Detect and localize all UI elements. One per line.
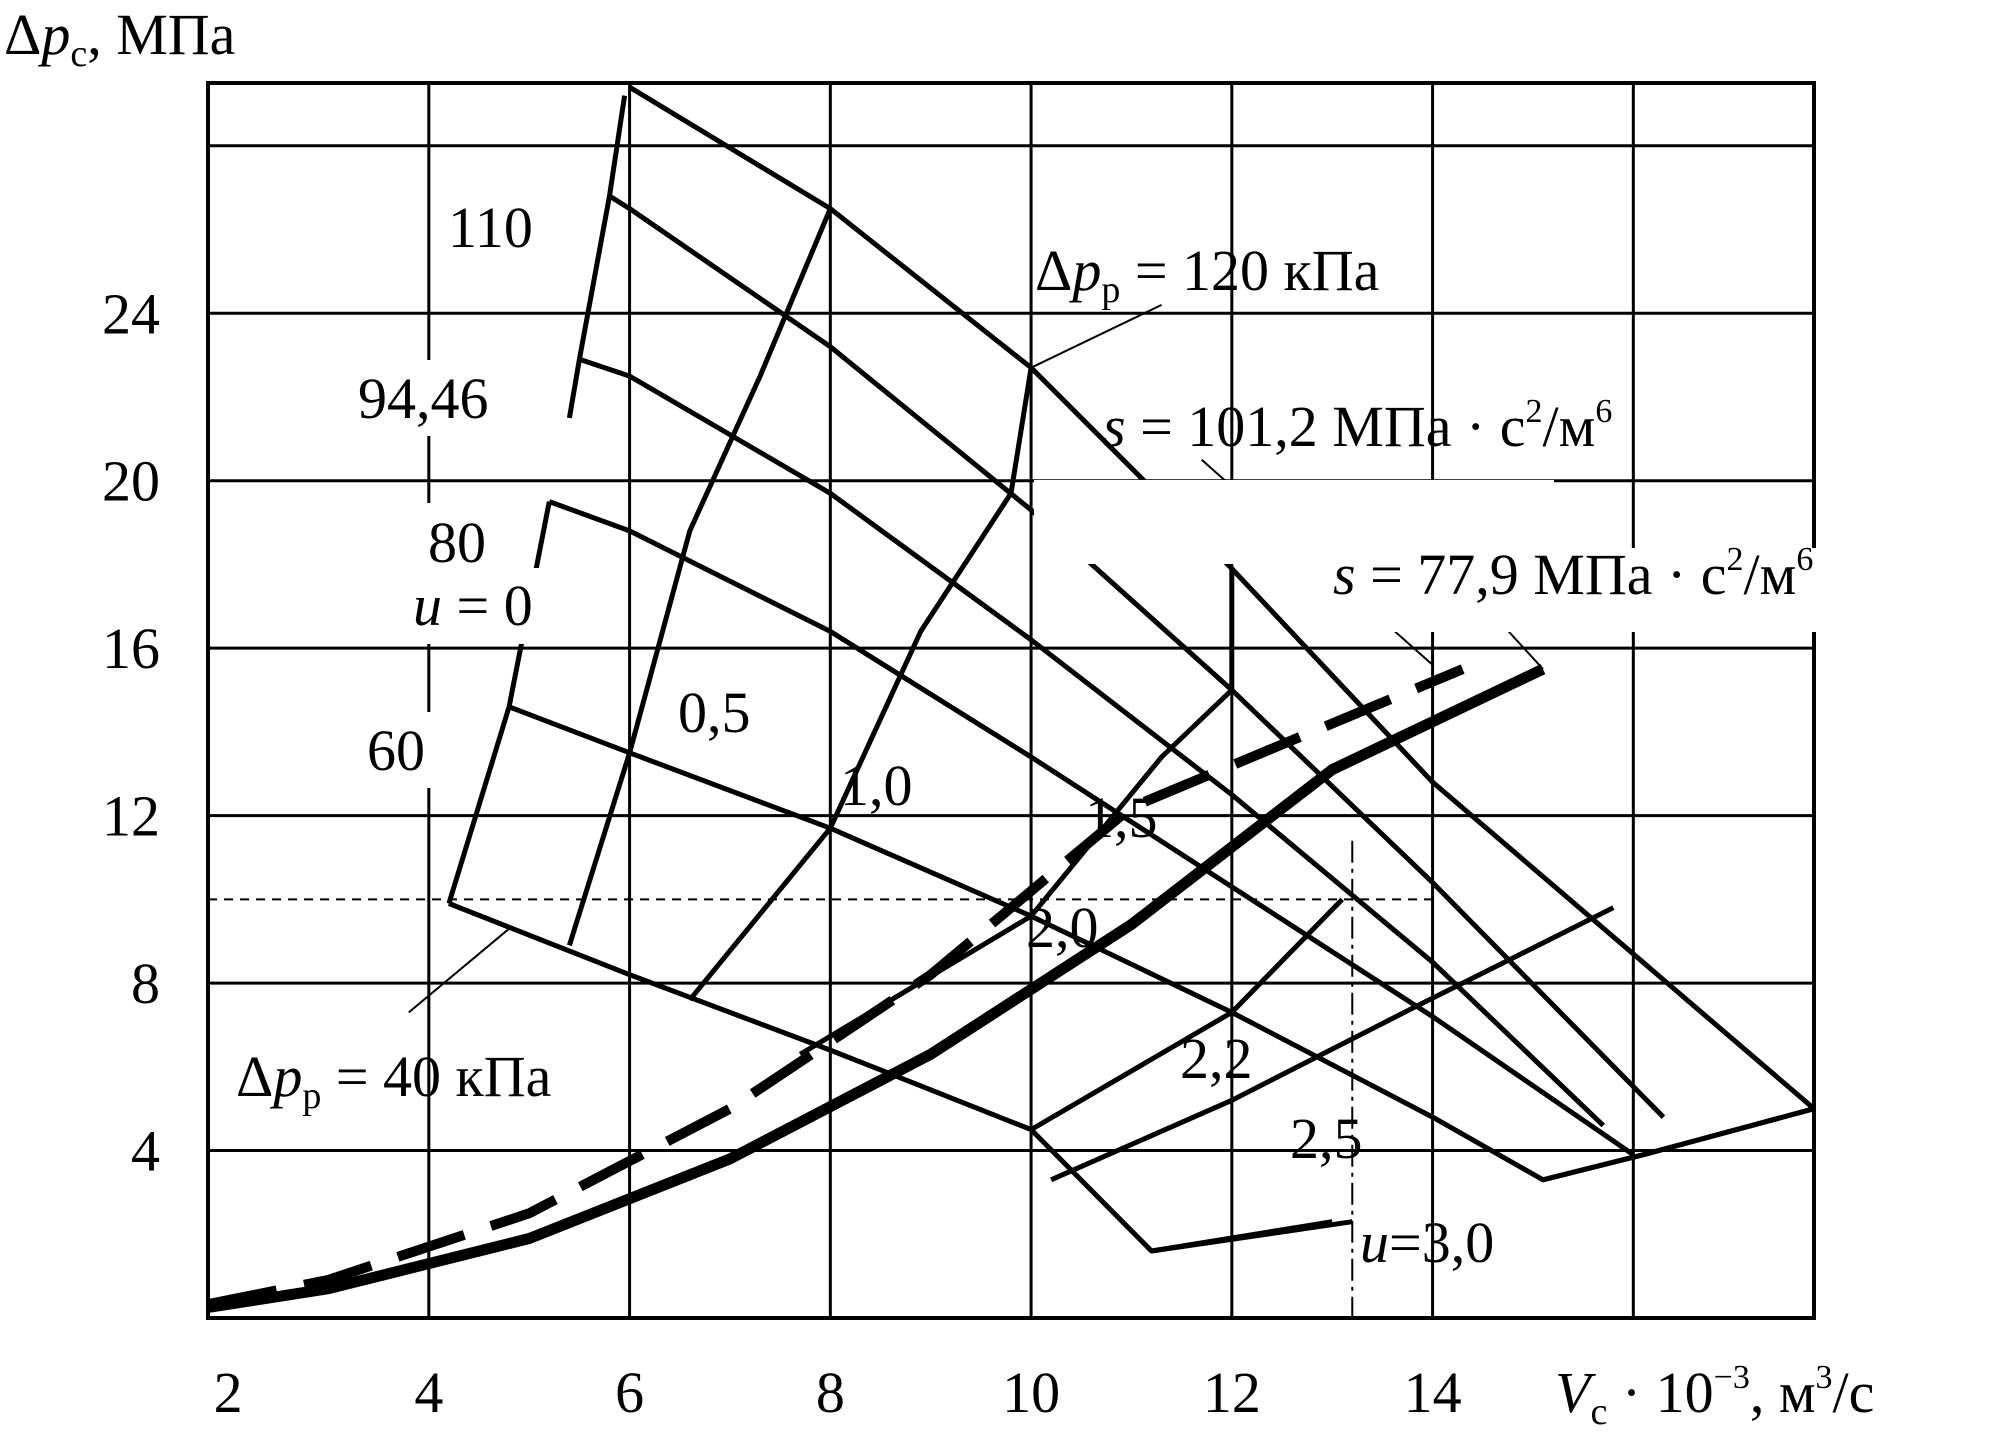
- pressure-curve: [608, 193, 1666, 1119]
- labels: 110 94,46 80u = 0 60 0,5 1,0 1,5 2,0 2,2 2,5 u=3,0…: [236, 188, 2007, 1275]
- pressure-curve: [578, 356, 1605, 1128]
- x-tick-label: 4: [414, 1360, 443, 1425]
- annotation-s-77: s = 77,9 МПа · с2/м6: [1333, 541, 1813, 607]
- system-curve: [207, 664, 1546, 1313]
- label-background: [1308, 548, 2007, 632]
- x-tick-label: 2: [214, 1360, 243, 1425]
- label-background: [440, 188, 560, 264]
- curve-value-label: 2,5: [1290, 1106, 1363, 1171]
- curve-value-label: 80: [428, 510, 486, 575]
- pressure-curve: [548, 499, 1635, 1157]
- y-tick-label: 20: [102, 449, 160, 514]
- curve-value-label: 1,0: [840, 753, 913, 818]
- y-tick-label: 24: [102, 281, 160, 346]
- y-tick-label: 12: [102, 784, 160, 849]
- u-curve: [1151, 1219, 1333, 1254]
- y-axis-label: Δpс, МПа: [4, 2, 235, 75]
- x-tick-label: 12: [1203, 1360, 1261, 1425]
- u-curve: [1542, 1106, 1815, 1183]
- curve-value-label: 2,0: [1026, 895, 1099, 960]
- grid: [206, 81, 1816, 1320]
- y-tick-label: 16: [102, 616, 160, 681]
- curve-value-label: 2,2: [1180, 1026, 1253, 1091]
- curve-value-label: 1,5: [1085, 785, 1158, 850]
- u-curve: [687, 367, 1034, 1002]
- label-background: [358, 712, 458, 788]
- y-tick-label: 4: [131, 1119, 160, 1184]
- label-background: [350, 360, 550, 436]
- pressure-curve: [628, 85, 1816, 1111]
- u-curve: [566, 95, 628, 419]
- leader-line: [1030, 303, 1163, 369]
- plot-frame: [206, 81, 1816, 1320]
- curve-value-label: 60: [367, 718, 425, 783]
- y-tick-label: 8: [131, 951, 160, 1016]
- annotation-dp-40: Δpр = 40 кПа: [236, 1044, 551, 1117]
- curve-value-label: u=3,0: [1360, 1210, 1494, 1275]
- x-tick-label: 14: [1404, 1360, 1462, 1425]
- system-curve: [207, 664, 1465, 1310]
- leader-line: [408, 927, 510, 1014]
- curve-value-label: 0,5: [678, 680, 751, 745]
- u-curve: [1050, 905, 1615, 1183]
- label-background: [422, 503, 522, 579]
- curve-value-label: 94,46: [358, 366, 489, 431]
- u-curve: [798, 568, 1235, 1057]
- annotation-dp-120: Δpр = 120 кПа: [1035, 238, 1379, 311]
- label-background: [405, 568, 605, 644]
- x-axis-label: Vс · 10−3, м3/с: [1555, 1359, 1874, 1433]
- curves: [207, 85, 1816, 1318]
- u-curve: [1029, 897, 1344, 1132]
- x-tick-label: 6: [615, 1360, 644, 1425]
- annotation-s-101: s = 101,2 МПа · с2/м6: [1103, 393, 1612, 459]
- curve-value-label: u = 0: [413, 573, 533, 638]
- x-tick-label: 8: [816, 1360, 845, 1425]
- x-tick-label: 10: [1002, 1360, 1060, 1425]
- curve-value-label: 110: [448, 195, 533, 260]
- u-curve: [567, 207, 833, 947]
